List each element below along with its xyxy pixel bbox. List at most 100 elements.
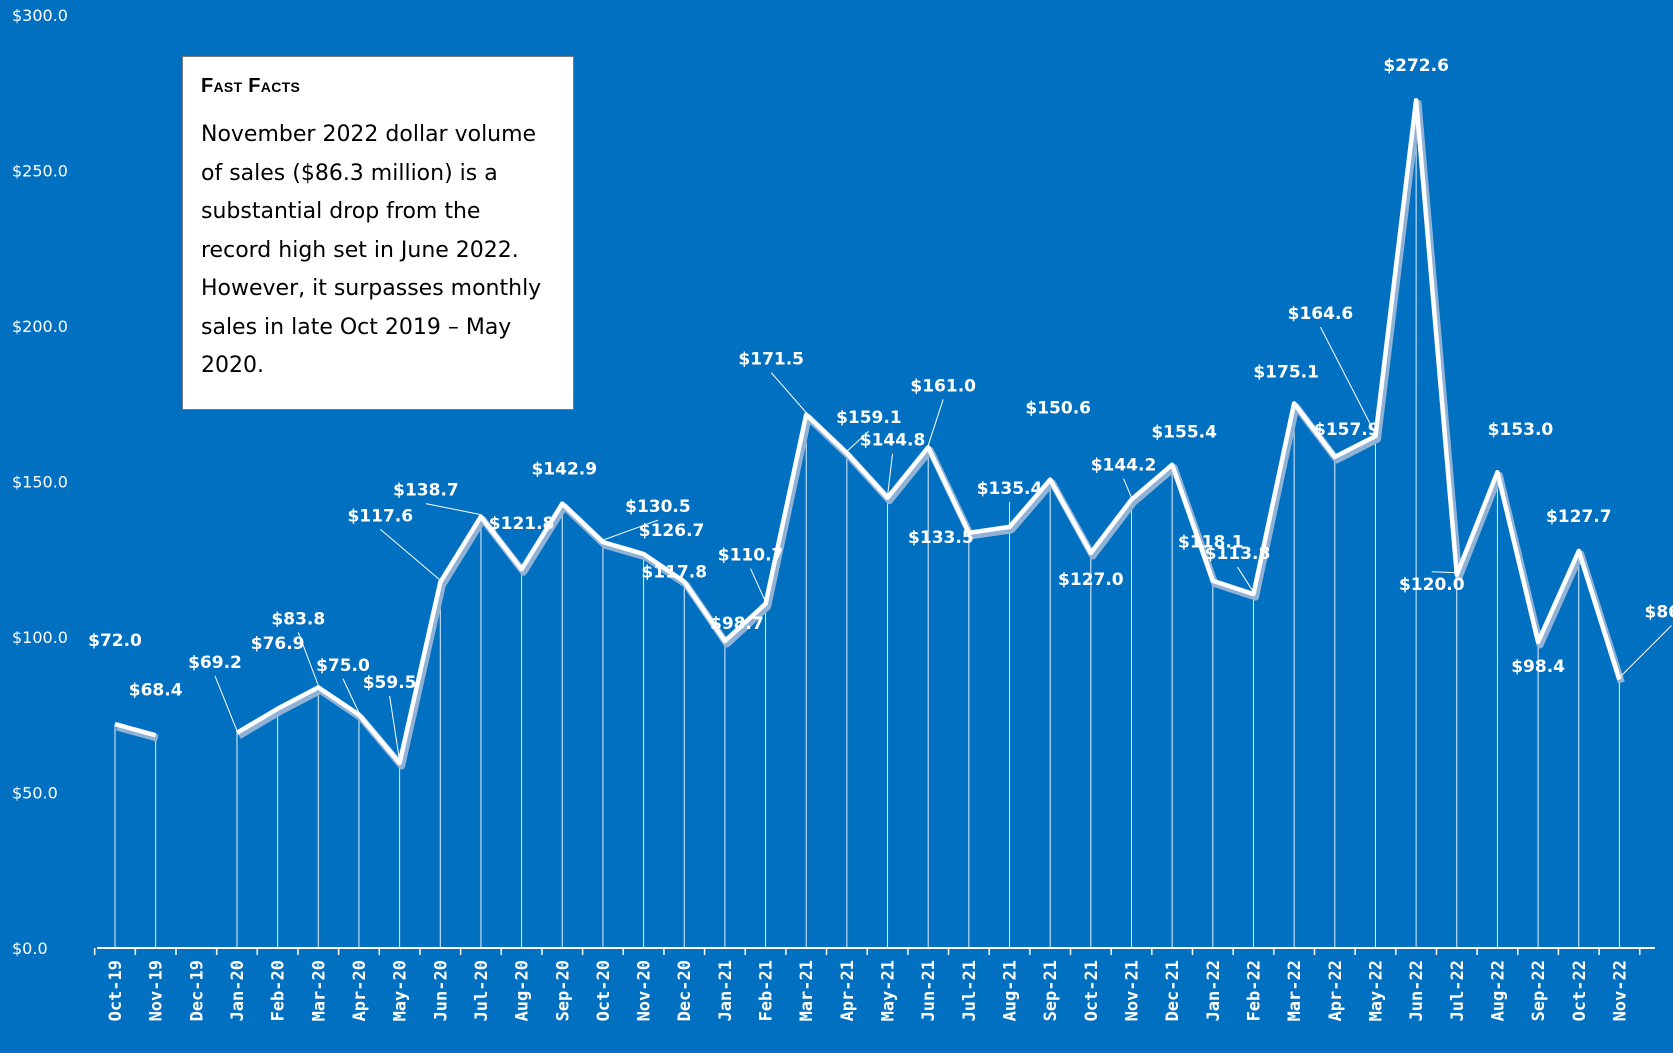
data-label: $144.2	[1091, 456, 1157, 476]
data-label: $171.5	[738, 350, 804, 370]
data-label: $83.8	[271, 609, 325, 629]
label-leader-line	[602, 519, 659, 541]
data-label: $98.7	[710, 614, 764, 634]
label-leader-line	[214, 675, 238, 731]
data-label: $86.3	[1645, 603, 1673, 623]
x-tick-label: Nov-19	[147, 960, 167, 1021]
x-tick-label: Jul-21	[960, 960, 980, 1021]
data-label: $138.7	[393, 481, 459, 501]
data-label: $118.1	[1178, 533, 1244, 553]
x-tick-label: Jun-22	[1407, 960, 1427, 1021]
data-label: $133.5	[908, 528, 974, 548]
data-label: $175.1	[1253, 362, 1319, 382]
label-leader-line	[770, 372, 807, 413]
x-tick-label: Aug-20	[513, 960, 533, 1021]
data-label: $117.6	[347, 506, 413, 526]
x-tick-label: Dec-21	[1163, 960, 1183, 1021]
label-leader-line	[297, 632, 319, 686]
label-leader-line	[425, 503, 482, 516]
data-label: $76.9	[251, 634, 305, 654]
data-label: $127.0	[1058, 570, 1124, 590]
y-tick-label: $200.0	[12, 317, 68, 336]
data-label: $68.4	[129, 680, 183, 700]
x-tick-label: Feb-20	[269, 960, 289, 1021]
data-label: $144.8	[860, 431, 926, 451]
label-leader-line	[846, 430, 870, 452]
x-tick-label: Feb-21	[757, 960, 777, 1021]
data-label: $142.9	[531, 460, 597, 480]
fast-facts-box: Fast Facts November 2022 dollar volume o…	[182, 56, 574, 410]
x-tick-label: Dec-20	[675, 960, 695, 1021]
data-label: $135.4	[977, 479, 1043, 499]
label-leader-line	[887, 453, 894, 496]
fast-facts-title: Fast Facts	[201, 75, 301, 97]
data-label: $130.5	[625, 497, 691, 517]
x-tick-label: Mar-22	[1285, 960, 1305, 1021]
fast-facts-body: November 2022 dollar volume of sales ($8…	[201, 122, 542, 378]
label-leader-line	[389, 695, 401, 762]
y-tick-label: $100.0	[12, 628, 68, 647]
x-tick-label: Apr-21	[838, 960, 858, 1021]
data-label: $272.6	[1383, 56, 1449, 76]
x-tick-label: Jun-21	[919, 960, 939, 1021]
label-leader-line	[1431, 571, 1457, 574]
series-line	[235, 97, 1622, 766]
x-tick-label: Oct-21	[1082, 960, 1102, 1021]
x-tick-label: Aug-21	[1001, 960, 1021, 1021]
data-label: $121.8	[489, 514, 555, 534]
x-tick-label: Nov-22	[1610, 960, 1630, 1021]
x-tick-label: Mar-21	[797, 960, 817, 1021]
data-label: $69.2	[188, 653, 242, 673]
data-label: $150.6	[1025, 399, 1091, 419]
data-label: $120.0	[1399, 575, 1465, 595]
label-leader-line	[750, 568, 767, 602]
x-tick-label: Oct-19	[106, 960, 126, 1021]
x-tick-label: May-21	[879, 960, 899, 1021]
y-tick-label: $250.0	[12, 162, 68, 181]
series-line	[114, 721, 157, 738]
x-tick-label: Sep-21	[1041, 960, 1061, 1021]
label-leader-line	[342, 678, 360, 713]
x-tick-label: Nov-21	[1123, 960, 1143, 1021]
y-tick-label: $150.0	[12, 473, 68, 492]
label-leader-line	[379, 528, 441, 581]
x-tick-label: Aug-22	[1488, 960, 1508, 1021]
x-tick-label: Jul-22	[1448, 960, 1468, 1021]
y-tick-label: $300.0	[12, 6, 68, 25]
x-tick-label: Sep-20	[553, 960, 573, 1021]
x-tick-label: Jun-20	[431, 960, 451, 1021]
label-leader-line	[927, 399, 944, 446]
data-label: $117.8	[641, 563, 707, 583]
x-tick-label: Dec-19	[187, 960, 207, 1021]
label-leader-line	[1237, 566, 1254, 593]
data-label: $113.8	[1205, 544, 1271, 564]
x-tick-label: Nov-20	[635, 960, 655, 1021]
x-tick-label: Mar-20	[309, 960, 329, 1021]
x-tick-label: Apr-20	[350, 960, 370, 1021]
x-tick-label: Oct-20	[594, 960, 614, 1021]
x-tick-label: Jan-20	[228, 960, 248, 1021]
data-label: $98.4	[1511, 657, 1565, 677]
data-label: $157.9	[1314, 420, 1380, 440]
x-tick-label: Jul-20	[472, 960, 492, 1021]
x-tick-label: May-22	[1366, 960, 1386, 1021]
x-tick-label: Sep-22	[1529, 960, 1549, 1021]
x-tick-label: Oct-22	[1570, 960, 1590, 1021]
data-label: $153.0	[1488, 420, 1554, 440]
x-tick-label: May-20	[391, 960, 411, 1021]
label-leader-line	[1619, 625, 1672, 678]
x-tick-label: Feb-22	[1244, 960, 1264, 1021]
data-label: $75.0	[316, 656, 370, 676]
x-tick-label: Apr-22	[1326, 960, 1346, 1021]
data-label: $110.7	[718, 546, 784, 566]
label-leader-line	[1320, 326, 1376, 435]
data-label: $59.5	[363, 673, 417, 693]
y-tick-label: $0.0	[12, 939, 48, 958]
series-line-shadow	[116, 723, 159, 742]
data-label: $164.6	[1288, 304, 1354, 324]
data-label: $161.0	[910, 376, 976, 396]
y-tick-label: $50.0	[12, 784, 58, 803]
data-label: $155.4	[1151, 423, 1217, 443]
label-leader-line	[1123, 478, 1132, 498]
